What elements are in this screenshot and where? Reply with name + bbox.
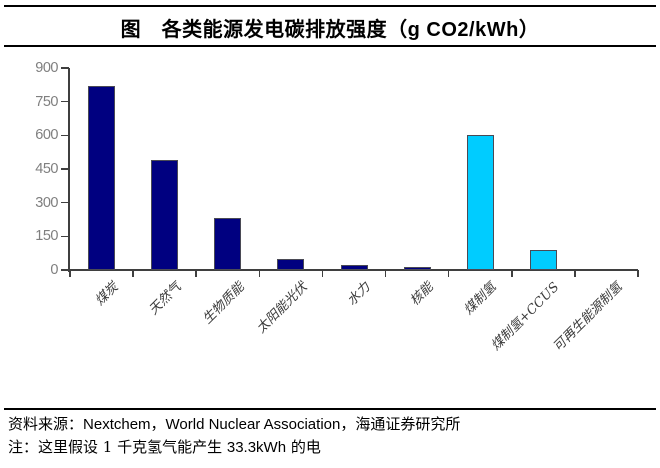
x-axis-tick [510, 270, 513, 277]
x-axis-tick [195, 270, 198, 277]
note-suffix: 的电 [286, 438, 321, 456]
x-axis-tick [132, 270, 134, 277]
title-divider [4, 45, 656, 47]
y-axis-tick [61, 269, 69, 271]
chart-bar [403, 267, 431, 270]
y-axis-tick-label: 750 [35, 93, 58, 110]
note-value: 33.3kWh [226, 439, 287, 456]
y-axis-tick [61, 134, 69, 137]
bar-chart: 0 150 300 450 600 750 900 煤炭 天然气 生物质能 太阳能光伏 水力 核能 煤制氢… [35, 60, 639, 355]
top-divider [4, 5, 656, 7]
y-axis-tick [61, 235, 69, 238]
chart-bar [340, 265, 368, 270]
x-axis-line [62, 269, 638, 271]
x-axis-tick [258, 270, 261, 277]
y-axis-tick [61, 67, 69, 69]
y-axis-tick-label: 300 [35, 194, 58, 211]
chart-bar [277, 259, 305, 270]
y-axis-tick [61, 201, 69, 204]
source-names: Nextchem，World Nuclear Association， [83, 416, 356, 433]
chart-bar [466, 135, 494, 270]
x-axis-tick [69, 270, 71, 277]
y-axis-line [68, 68, 70, 272]
x-axis-tick [447, 270, 450, 277]
chart-bar [151, 160, 179, 270]
source-line: 资料来源：Nextchem，World Nuclear Association，… [8, 414, 652, 435]
chart-title: 图 各类能源发电碳排放强度（g CO2/kWh） [120, 19, 540, 41]
note-line: 注：这里假设 1 千克氢气能产生 33.3kWh 的电 [8, 437, 652, 458]
source-institute: 海通证券研究所 [355, 415, 461, 433]
y-axis-tick-label: 0 [50, 262, 58, 278]
y-axis-tick-label: 900 [35, 60, 58, 76]
footer-divider [4, 408, 656, 410]
y-axis-tick-label: 450 [35, 161, 58, 177]
x-axis-tick [574, 270, 576, 277]
y-axis-tick [61, 168, 69, 170]
y-axis-tick-label: 600 [35, 127, 58, 144]
y-axis-tick-label: 150 [35, 228, 58, 245]
y-axis-tick [61, 100, 69, 103]
chart-bar [214, 218, 242, 270]
chart-bar [529, 250, 557, 270]
x-axis-tick [384, 270, 387, 277]
source-label: 资料来源： [8, 415, 84, 433]
x-axis-tick [637, 270, 639, 277]
note-text: 注：这里假设 1 千克氢气能产生 [8, 438, 227, 456]
x-axis-tick [321, 270, 324, 277]
chart-bar [88, 86, 116, 270]
